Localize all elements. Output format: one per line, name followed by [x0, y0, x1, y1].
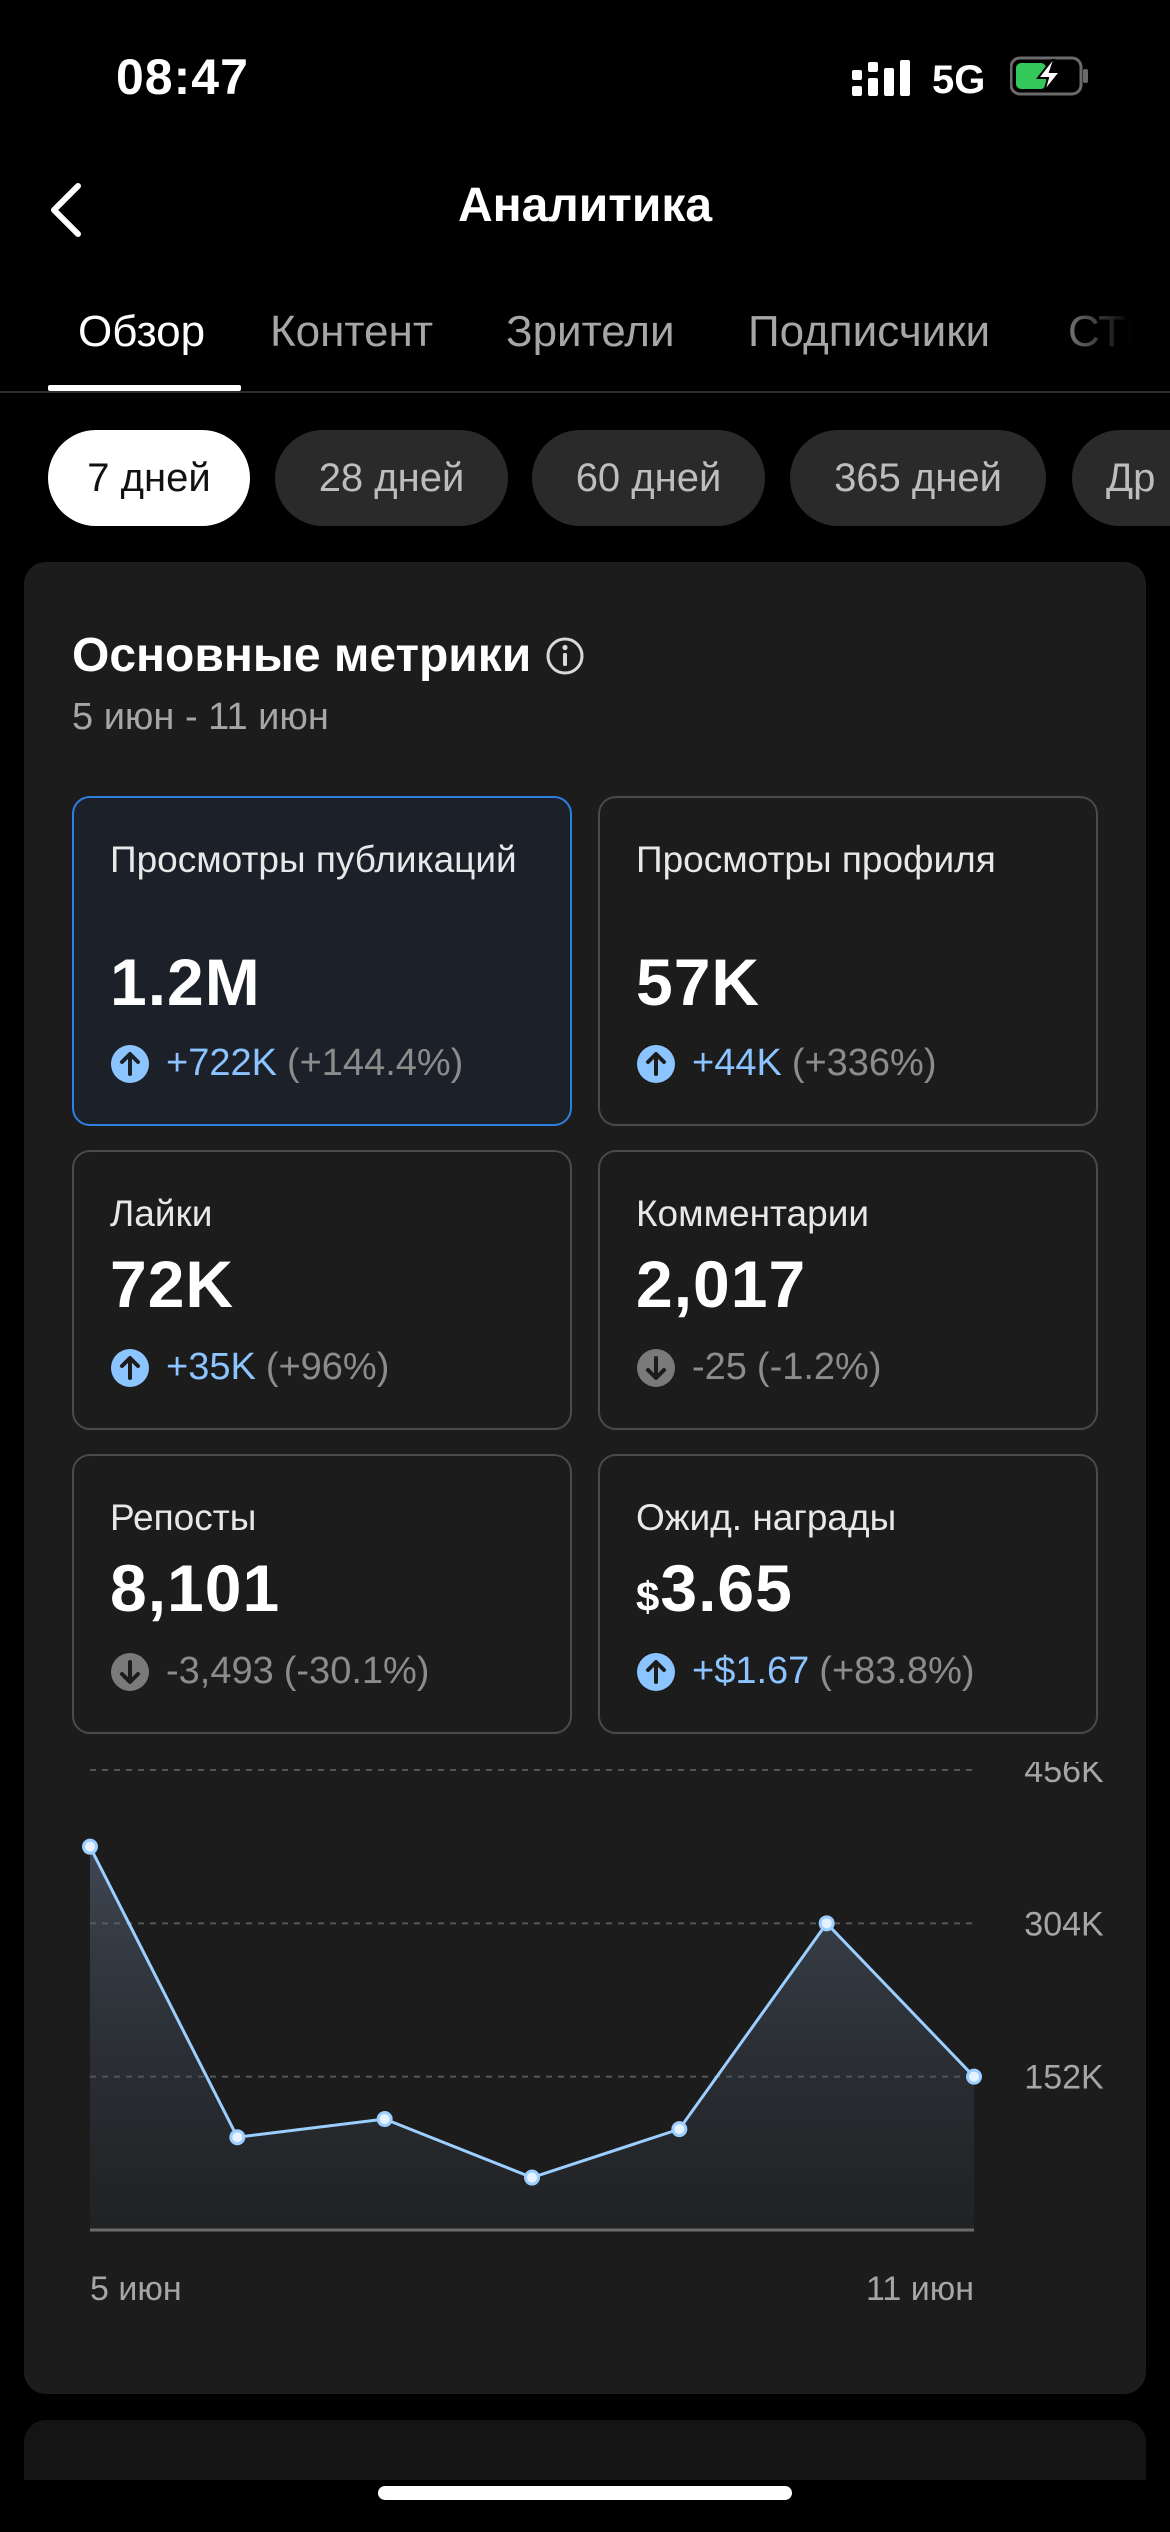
currency-symbol: $ — [636, 1573, 661, 1620]
metric-label: Лайки — [110, 1193, 213, 1234]
metric-card-expected-rewards[interactable]: Ожид. награды $3.65 +$1.67 (+83.8%) — [598, 1454, 1098, 1734]
arrow-up-circle-icon — [636, 1044, 676, 1084]
tab-bar: Обзор Контент Зрители Подписчики СТРИ — [0, 285, 1170, 393]
metric-value: 2,017 — [636, 1247, 807, 1321]
period-selector: 7 дней 28 дней 60 дней 365 дней Др — [0, 430, 1170, 526]
metric-card-comments[interactable]: Комментарии 2,017 -25 (-1.2%) — [598, 1150, 1098, 1430]
metric-card-profile-views[interactable]: Просмотры профиля 57K +44K (+336%) — [598, 796, 1098, 1126]
period-chip-7[interactable]: 7 дней — [48, 430, 250, 526]
metric-change-percent: (-30.1%) — [283, 1650, 430, 1692]
tab-live[interactable]: СТРИ — [1068, 307, 1170, 356]
data-point — [229, 2129, 246, 2146]
section-title-text: Основные метрики — [72, 629, 532, 682]
area-fill — [90, 1846, 974, 2230]
battery-charging-icon — [1010, 56, 1088, 96]
network-type: 5G — [932, 58, 986, 102]
back-button[interactable] — [36, 170, 96, 250]
metric-card-post-views[interactable]: Просмотры публикаций 1.2M +722K (+144.4%… — [72, 796, 572, 1126]
arrow-up-circle-icon — [636, 1652, 676, 1692]
metric-change-value: +$1.67 — [692, 1650, 810, 1692]
metric-card-likes[interactable]: Лайки 72K +35K (+96%) — [72, 1150, 572, 1430]
arrow-up-circle-icon — [110, 1348, 150, 1388]
data-point — [671, 2121, 688, 2138]
metric-value: 72K — [110, 1247, 235, 1321]
period-chip-other[interactable]: Др — [1072, 430, 1170, 526]
x-tick-label: 11 июн — [866, 2270, 974, 2308]
data-point — [818, 1915, 835, 1932]
views-trend-chart: 152K 304K 456K 5 июн 11 июн — [82, 1762, 1104, 2308]
metric-change: +$1.67 (+83.8%) — [636, 1650, 975, 1693]
signal-icon — [852, 60, 910, 96]
period-chip-28[interactable]: 28 дней — [275, 430, 508, 526]
next-card-edge — [24, 2420, 1146, 2480]
data-point — [524, 2169, 540, 2186]
metric-label: Просмотры публикаций — [110, 839, 517, 880]
data-point — [82, 1838, 98, 1855]
metric-change-percent: (+83.8%) — [819, 1650, 975, 1692]
metric-change-value: -3,493 — [166, 1650, 274, 1692]
metric-label: Ожид. награды — [636, 1497, 897, 1538]
metric-change-percent: (+144.4%) — [286, 1042, 464, 1084]
metric-value-number: 3.65 — [660, 1551, 793, 1625]
tab-viewers[interactable]: Зрители — [506, 307, 675, 356]
metric-label: Комментарии — [636, 1193, 870, 1234]
metric-change-percent: (+336%) — [791, 1042, 937, 1084]
status-bar: 08:47 5G — [0, 0, 1170, 150]
y-tick-label: 456K — [1024, 1762, 1104, 1790]
y-tick-label: 152K — [1024, 2059, 1104, 2097]
metric-change-value: +44K — [692, 1042, 782, 1084]
tab-overview[interactable]: Обзор — [78, 307, 206, 356]
arrow-down-circle-icon — [636, 1348, 676, 1388]
active-tab-indicator — [48, 385, 241, 391]
metric-value: $3.65 — [636, 1550, 793, 1626]
metric-change: +44K (+336%) — [636, 1042, 937, 1085]
period-chip-60[interactable]: 60 дней — [532, 430, 765, 526]
tab-content[interactable]: Контент — [270, 307, 433, 356]
metric-card-reposts[interactable]: Репосты 8,101 -3,493 (-30.1%) — [72, 1454, 572, 1734]
status-time: 08:47 — [116, 49, 249, 105]
metric-change-value: +722K — [166, 1042, 277, 1084]
metric-change: -3,493 (-30.1%) — [110, 1650, 429, 1693]
home-indicator — [378, 2486, 792, 2500]
metric-change-value: +35K — [166, 1346, 256, 1388]
date-range: 5 июн - 11 июн — [72, 696, 329, 738]
arrow-up-circle-icon — [110, 1044, 150, 1084]
tab-followers[interactable]: Подписчики — [748, 307, 991, 356]
metric-change-percent: (-1.2%) — [756, 1346, 882, 1388]
data-point — [966, 2068, 982, 2085]
key-metrics-card: Основные метрики 5 июн - 11 июн Просмотр… — [24, 562, 1146, 2394]
metric-change: +35K (+96%) — [110, 1346, 389, 1389]
metric-change-value: -25 — [692, 1346, 747, 1388]
chevron-left-icon — [51, 183, 81, 237]
data-point — [376, 2111, 393, 2128]
metric-label: Репосты — [110, 1497, 257, 1538]
metric-value: 1.2M — [110, 945, 261, 1019]
period-chip-365[interactable]: 365 дней — [790, 430, 1046, 526]
arrow-down-circle-icon — [110, 1652, 150, 1692]
metric-value: 8,101 — [110, 1551, 281, 1625]
x-tick-label: 5 июн — [90, 2270, 182, 2308]
metric-change-percent: (+96%) — [265, 1346, 390, 1388]
metric-label: Просмотры профиля — [636, 839, 996, 880]
y-tick-label: 304K — [1024, 1905, 1104, 1943]
metric-value: 57K — [636, 945, 761, 1019]
metric-change: +722K (+144.4%) — [110, 1042, 463, 1085]
page-title: Аналитика — [457, 179, 713, 232]
info-icon[interactable] — [545, 636, 585, 676]
nav-header: Аналитика — [0, 160, 1170, 260]
section-title: Основные метрики — [72, 628, 585, 683]
metric-change: -25 (-1.2%) — [636, 1346, 882, 1389]
